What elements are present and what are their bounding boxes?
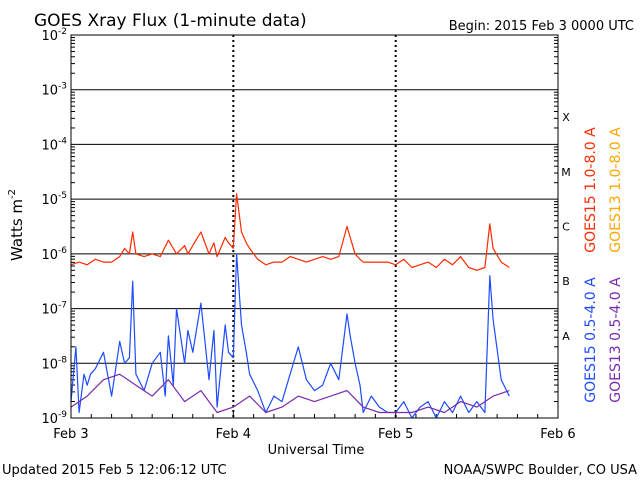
credit-text: NOAA/SWPC Boulder, CO USA [444, 463, 637, 478]
svg-text:Watts m-2: Watts m-2 [7, 189, 26, 261]
y-tick-base: 10 [41, 29, 58, 44]
y-tick-exponent: -4 [58, 136, 67, 146]
y-tick-exponent: -8 [58, 355, 67, 365]
legend-entry: GOES15 0.5-4.0 A [583, 277, 599, 403]
flare-class-label: A [562, 330, 570, 343]
legend-entry: GOES15 1.0-8.0 A [583, 127, 599, 253]
x-tick-label: Feb 3 [53, 427, 88, 442]
x-tick-label: Feb 5 [378, 427, 413, 442]
y-tick-exponent: -2 [58, 27, 67, 37]
flare-class-labels: X M C B A [561, 111, 571, 343]
series-line [70, 193, 510, 271]
y-axis-label: Watts m-2 [7, 189, 26, 261]
y-tick-base: 10 [41, 412, 58, 427]
y-tick-exponent: -7 [58, 301, 67, 311]
y-tick-label: 10-4 [41, 136, 67, 153]
updated-timestamp: Updated 2015 Feb 5 12:06:12 UTC [2, 463, 227, 478]
y-tick-label: 10-8 [41, 355, 67, 372]
series-line [70, 373, 510, 414]
y-tick-base: 10 [41, 248, 58, 263]
y-axis-label-text: Watts m [8, 199, 26, 261]
y-tick-exponent: -9 [58, 410, 67, 420]
legend-entry: GOES13 1.0-8.0 A [608, 127, 624, 253]
y-tick-label: 10-9 [41, 410, 67, 427]
legend-entry: GOES13 0.5-4.0 A [608, 277, 624, 403]
y-tick-exponent: -5 [58, 191, 67, 201]
y-tick-label: 10-6 [41, 246, 67, 263]
x-tick-label: Feb 6 [540, 427, 575, 442]
y-tick-exponent: -6 [58, 246, 67, 256]
flare-class-label: C [562, 221, 570, 234]
grid [70, 35, 559, 418]
legend: GOES15 1.0-8.0 A GOES13 1.0-8.0 A GOES15 0… [583, 127, 624, 403]
y-tick-labels: 10-910-810-710-610-510-410-310-2 [41, 27, 67, 427]
y-tick-base: 10 [41, 84, 58, 99]
y-tick-label: 10-3 [41, 82, 67, 99]
y-tick-base: 10 [41, 357, 58, 372]
y-tick-base: 10 [41, 303, 58, 318]
y-axis-label-exponent: -2 [7, 189, 18, 199]
x-axis-label: Universal Time [268, 443, 365, 458]
y-tick-base: 10 [41, 193, 58, 208]
y-tick-base: 10 [41, 138, 58, 153]
y-tick-label: 10-5 [41, 191, 67, 208]
x-tick-label: Feb 4 [216, 427, 251, 442]
y-tick-label: 10-2 [41, 27, 67, 44]
begin-time: Begin: 2015 Feb 3 0000 UTC [449, 19, 634, 34]
plot-frame [70, 34, 559, 419]
chart-title: GOES Xray Flux (1-minute data) [34, 11, 307, 31]
series-lines [70, 193, 510, 419]
flare-class-label: B [562, 275, 570, 288]
flare-class-label: X [562, 111, 570, 124]
flare-class-label: M [561, 166, 571, 179]
x-tick-labels: Feb 3 Feb 4 Feb 5 Feb 6 [53, 427, 575, 442]
series-line [70, 253, 510, 419]
y-tick-exponent: -3 [58, 82, 67, 92]
y-tick-label: 10-7 [41, 301, 67, 318]
